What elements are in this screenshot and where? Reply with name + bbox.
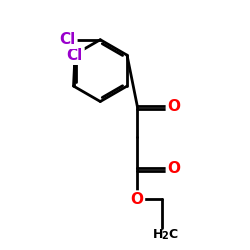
Text: O: O: [130, 192, 143, 207]
Text: O: O: [168, 99, 180, 114]
Text: Cl: Cl: [67, 48, 83, 63]
Text: O: O: [168, 161, 180, 176]
Text: C: C: [168, 228, 177, 241]
Text: N: N: [66, 48, 79, 63]
Text: Cl: Cl: [60, 32, 76, 47]
Text: 2: 2: [162, 231, 168, 241]
Text: H: H: [153, 228, 164, 241]
